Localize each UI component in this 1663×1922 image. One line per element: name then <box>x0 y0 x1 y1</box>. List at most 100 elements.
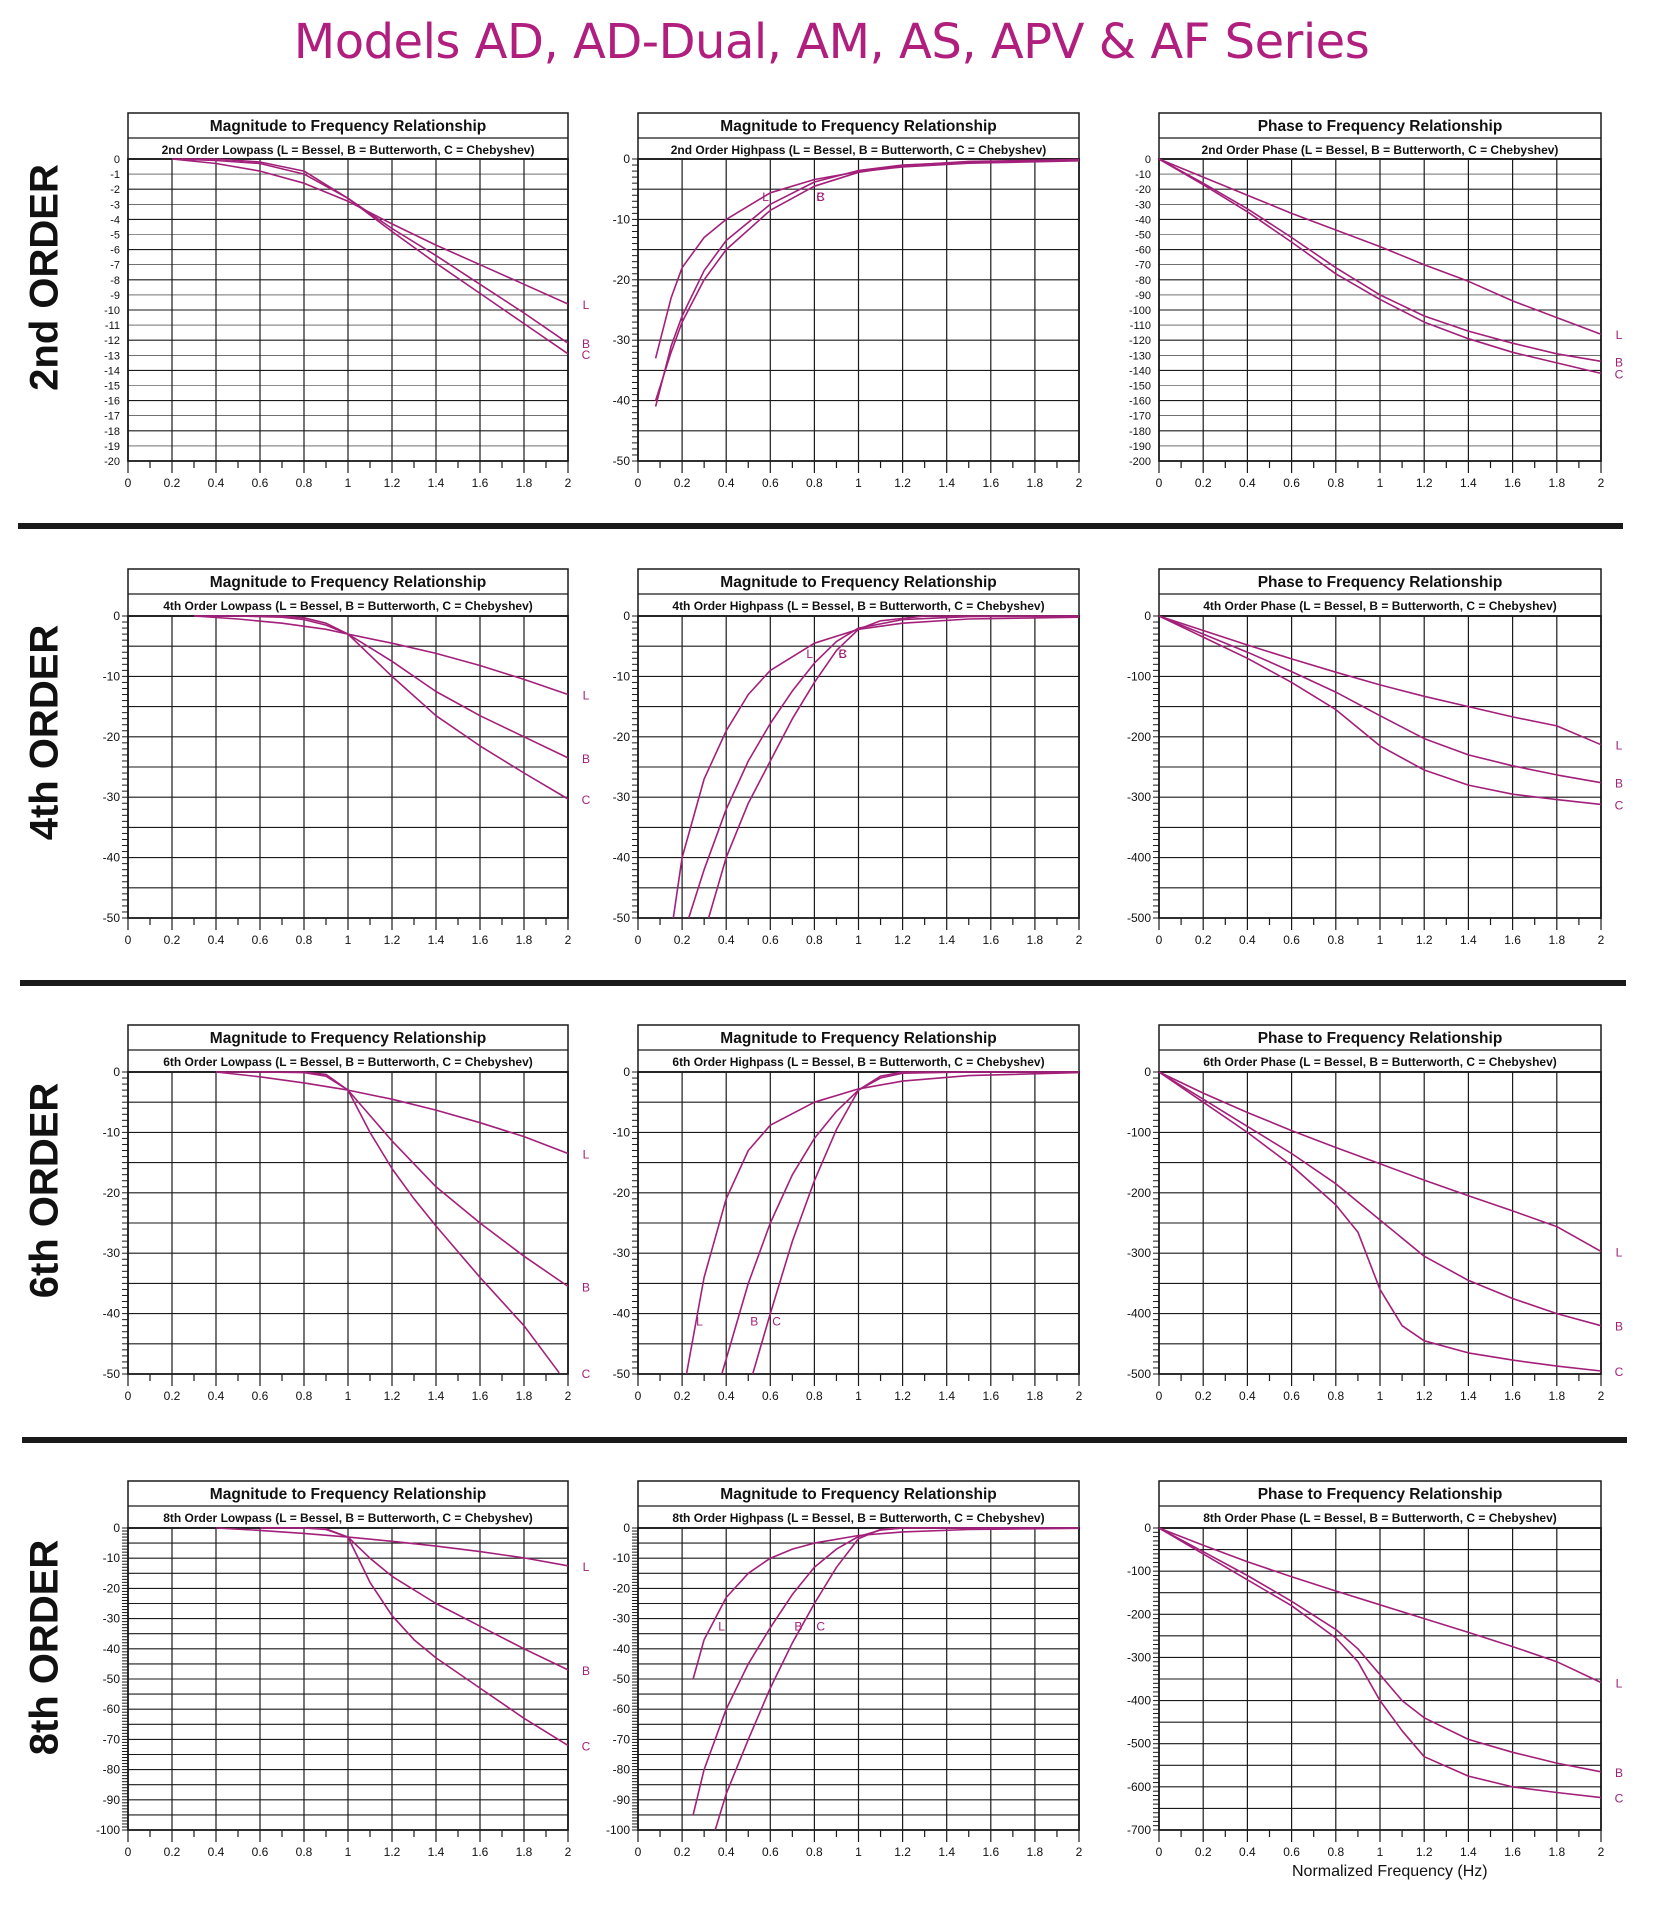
plot-frame <box>127 1527 569 1831</box>
series-label: L <box>583 689 590 703</box>
series-line-l <box>215 1071 569 1155</box>
x-tick-label: 0.8 <box>806 1845 823 1859</box>
y-tick-label: -30 <box>103 790 121 804</box>
series-line-l <box>1158 1071 1602 1253</box>
y-tick-label: -8 <box>110 275 120 287</box>
series-line-l <box>215 1527 569 1567</box>
chart-panel: Magnitude to Frequency Relationship 4th O… <box>103 568 591 947</box>
y-tick-label: -30 <box>103 1612 121 1626</box>
y-tick-label: -10 <box>103 1551 121 1565</box>
y-tick-label: -18 <box>104 426 120 438</box>
x-tick-label: 1.8 <box>1027 933 1044 947</box>
x-tick-label: 1.8 <box>1027 1845 1044 1859</box>
y-tick-label: -100 <box>1127 1564 1151 1578</box>
x-tick-label: 1.6 <box>472 1389 489 1403</box>
series-line-b <box>1158 615 1602 784</box>
series-label: B <box>1615 355 1623 369</box>
x-tick-label: 0.2 <box>1195 933 1212 947</box>
series-line-b <box>687 615 1080 919</box>
y-tick-label: -90 <box>103 1793 121 1807</box>
x-tick-label: 0 <box>125 933 132 947</box>
y-tick-label: -2 <box>110 184 120 196</box>
x-tick-label: 0 <box>1156 1845 1163 1859</box>
x-tick-label: 0.6 <box>252 933 269 947</box>
series-line-l <box>193 615 569 696</box>
y-tick-label: -70 <box>103 1732 121 1746</box>
y-tick-label: -110 <box>1130 320 1151 332</box>
x-tick-label: 0 <box>635 1389 642 1403</box>
series-line-l <box>1158 1527 1602 1684</box>
y-tick-label: -30 <box>613 1246 631 1260</box>
x-tick-label: 1.6 <box>472 1845 489 1859</box>
series-line-b <box>1158 1527 1602 1773</box>
plot-frame <box>127 1071 569 1375</box>
x-tick-label: 0 <box>635 476 642 490</box>
plot-frame <box>637 615 1080 919</box>
y-tick-label: -50 <box>613 1672 631 1686</box>
series-line-l <box>672 616 1080 919</box>
y-tick-label: 0 <box>1144 609 1151 623</box>
y-tick-label: 0 <box>113 1065 120 1079</box>
x-tick-label: 1.2 <box>1416 933 1433 947</box>
row-divider <box>22 1437 1627 1443</box>
x-tick-label: 0.6 <box>762 1845 779 1859</box>
chart-subtitle: 4th Order Highpass (L = Bessel, B = Butt… <box>672 599 1044 613</box>
y-tick-label: 0 <box>113 1521 120 1535</box>
y-tick-label: -30 <box>1135 199 1151 211</box>
x-tick-label: 0.6 <box>762 1389 779 1403</box>
x-tick-label: 1.2 <box>1416 1389 1433 1403</box>
chart-header <box>1158 1024 1602 1073</box>
x-tick-label: 0.8 <box>806 476 823 490</box>
x-tick-label: 2 <box>1598 1389 1605 1403</box>
plot-frame <box>127 615 569 919</box>
y-tick-label: -100 <box>606 1823 630 1837</box>
y-tick-label: -4 <box>110 214 120 226</box>
x-tick-label: 0.8 <box>296 1389 313 1403</box>
x-tick-label: 2 <box>565 1845 572 1859</box>
x-tick-label: 1.4 <box>428 1845 445 1859</box>
x-tick-label: 0.6 <box>1283 1845 1300 1859</box>
x-tick-label: 0.6 <box>762 476 779 490</box>
x-tick-label: 1.4 <box>428 476 445 490</box>
plot-frame <box>1158 1527 1602 1831</box>
x-tick-label: 1.4 <box>1460 933 1477 947</box>
y-tick-label: -30 <box>613 333 631 347</box>
y-tick-label: -7 <box>110 260 120 272</box>
series-line-c <box>714 1527 1079 1831</box>
y-tick-label: -400 <box>1127 1307 1151 1321</box>
plot-frame <box>1158 615 1602 919</box>
series-line-b <box>1158 1071 1602 1327</box>
y-tick-label: -10 <box>613 1125 631 1139</box>
y-tick-label: -160 <box>1129 396 1151 408</box>
chart-subtitle: 8th Order Lowpass (L = Bessel, B = Butte… <box>163 1511 533 1525</box>
series-label: L <box>583 1148 590 1162</box>
chart-subtitle: 6th Order Phase (L = Bessel, B = Butterw… <box>1203 1055 1557 1069</box>
x-tick-label: 1.4 <box>428 933 445 947</box>
y-tick-label: -20 <box>613 1186 631 1200</box>
y-tick-label: -500 <box>1127 1737 1151 1751</box>
chart-panel: Magnitude to Frequency Relationship 8th O… <box>96 1480 591 1859</box>
chart-title: Magnitude to Frequency Relationship <box>210 1030 486 1047</box>
chart-subtitle: 2nd Order Lowpass (L = Bessel, B = Butte… <box>162 143 535 157</box>
y-tick-label: -40 <box>613 394 631 408</box>
x-tick-label: 0.4 <box>1239 1845 1256 1859</box>
y-tick-label: -16 <box>104 396 120 408</box>
y-tick-label: -11 <box>105 320 120 332</box>
y-tick-label: -19 <box>104 441 120 453</box>
x-tick-label: 0.6 <box>252 1845 269 1859</box>
series-label: L <box>762 190 769 204</box>
y-tick-label: -50 <box>103 1672 121 1686</box>
y-tick-label: -150 <box>1129 381 1151 393</box>
x-tick-label: 1.4 <box>1460 1389 1477 1403</box>
x-tick-label: 1.2 <box>384 476 401 490</box>
y-tick-label: -50 <box>613 454 631 468</box>
y-tick-label: -70 <box>1135 260 1151 272</box>
chart-title: Magnitude to Frequency Relationship <box>210 1486 486 1503</box>
x-tick-label: 2 <box>1598 1845 1605 1859</box>
x-tick-label: 1 <box>345 476 352 490</box>
chart-title: Magnitude to Frequency Relationship <box>720 574 996 591</box>
x-tick-label: 1.2 <box>384 1389 401 1403</box>
x-tick-label: 1 <box>345 1845 352 1859</box>
x-tick-label: 1 <box>345 933 352 947</box>
